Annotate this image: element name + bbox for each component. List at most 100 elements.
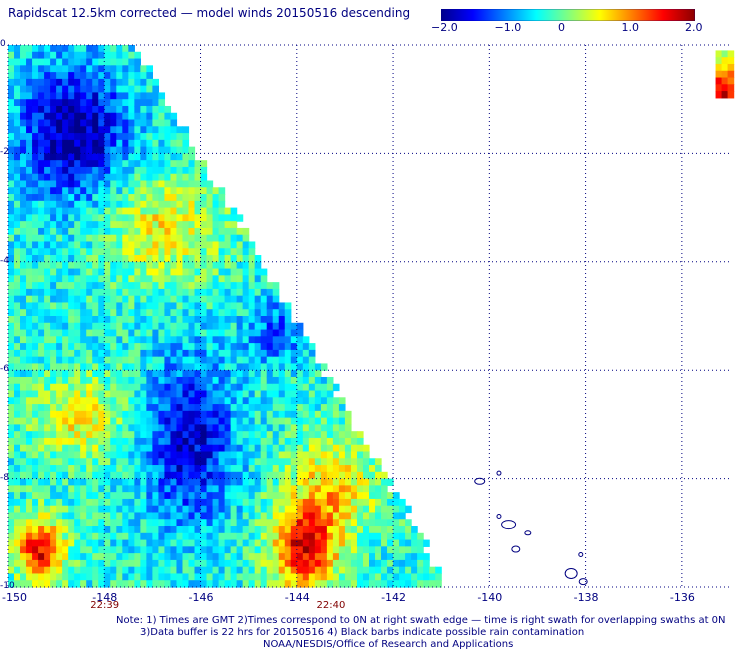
wind-cell <box>206 512 214 520</box>
wind-cell <box>272 343 280 351</box>
wind-cell <box>308 363 316 371</box>
wind-cell <box>116 126 123 134</box>
wind-cell <box>116 376 123 385</box>
wind-cell <box>284 471 292 480</box>
wind-cell <box>110 65 117 73</box>
wind-cell <box>50 166 57 175</box>
wind-cell <box>122 58 129 66</box>
wind-cell <box>158 546 166 554</box>
wind-cell <box>134 349 141 358</box>
wind-cell <box>152 336 160 344</box>
wind-cell <box>146 302 153 310</box>
wind-cell <box>14 505 21 514</box>
wind-cell <box>200 166 208 175</box>
wind-cell <box>110 478 117 486</box>
wind-cell <box>230 553 238 561</box>
wind-cell <box>266 532 274 541</box>
wind-cell <box>146 248 153 256</box>
wind-cell <box>140 478 147 486</box>
wind-cell <box>32 227 39 236</box>
wind-cell <box>80 512 87 520</box>
wind-cell <box>80 573 87 581</box>
wind-cell <box>116 180 123 188</box>
wind-cell <box>32 126 39 134</box>
wind-cell <box>350 512 358 520</box>
wind-cell <box>80 390 87 398</box>
wind-cell <box>128 78 135 87</box>
wind-cell <box>62 146 69 155</box>
wind-cell <box>110 153 117 161</box>
wind-cell <box>98 227 105 236</box>
wind-cell <box>32 383 39 392</box>
wind-cell <box>68 105 75 114</box>
wind-cell <box>80 566 87 575</box>
wind-cell <box>194 444 202 453</box>
wind-cell <box>417 580 424 588</box>
wind-cell <box>164 112 172 121</box>
wind-cell <box>212 261 220 270</box>
wind-cell <box>405 546 412 554</box>
wind-cell <box>14 417 21 425</box>
wind-cell <box>194 397 202 405</box>
wind-cell <box>164 295 172 304</box>
wind-cell <box>20 153 27 161</box>
wind-cell <box>116 580 123 588</box>
wind-cell <box>236 519 244 527</box>
wind-cell <box>122 437 129 446</box>
wind-cell <box>260 424 268 432</box>
wind-cell <box>375 580 382 588</box>
wind-cell <box>272 349 280 358</box>
wind-cell <box>158 492 166 500</box>
wind-cell <box>26 72 33 80</box>
wind-cell <box>44 370 51 378</box>
wind-cell <box>212 370 220 378</box>
wind-cell <box>290 553 298 561</box>
wind-cell <box>26 580 33 588</box>
wind-cell <box>272 580 280 588</box>
wind-cell <box>176 573 184 581</box>
wind-cell <box>128 546 135 554</box>
wind-cell <box>14 200 21 209</box>
wind-cell <box>230 282 238 290</box>
wind-cell <box>26 336 33 344</box>
wind-cell <box>387 553 394 561</box>
wind-cell <box>38 200 45 209</box>
wind-cell <box>86 255 93 263</box>
wind-cell <box>38 458 45 466</box>
wind-cell <box>326 519 334 527</box>
wind-cell <box>212 444 220 453</box>
wind-cell <box>92 410 99 419</box>
wind-cell <box>128 559 135 568</box>
wind-cell <box>176 194 184 202</box>
wind-cell <box>356 566 364 575</box>
wind-cell <box>50 214 57 222</box>
wind-cell <box>44 343 51 351</box>
wind-cell <box>8 336 15 344</box>
wind-cell <box>218 316 226 324</box>
wind-cell <box>104 492 111 500</box>
wind-cell <box>242 349 250 358</box>
wind-cell <box>56 444 63 453</box>
wind-cell <box>194 261 202 270</box>
wind-cell <box>152 92 160 100</box>
wind-cell <box>284 349 292 358</box>
wind-cell <box>242 512 250 520</box>
wind-cell <box>62 390 69 398</box>
wind-cell <box>104 512 111 520</box>
wind-cell <box>140 234 147 243</box>
wind-cell <box>134 485 141 493</box>
wind-cell <box>110 546 117 554</box>
wind-cell <box>92 112 99 121</box>
wind-cell <box>176 126 184 134</box>
wind-cell <box>158 180 166 188</box>
wind-cell <box>140 397 147 405</box>
wind-cell <box>110 437 117 446</box>
wind-cell <box>242 288 250 297</box>
wind-cell <box>32 505 39 514</box>
wind-cell <box>38 546 45 554</box>
wind-cell <box>158 221 166 229</box>
wind-cell <box>296 417 304 425</box>
wind-cell <box>146 85 153 94</box>
wind-cell <box>104 221 111 229</box>
wind-cell <box>230 214 238 222</box>
